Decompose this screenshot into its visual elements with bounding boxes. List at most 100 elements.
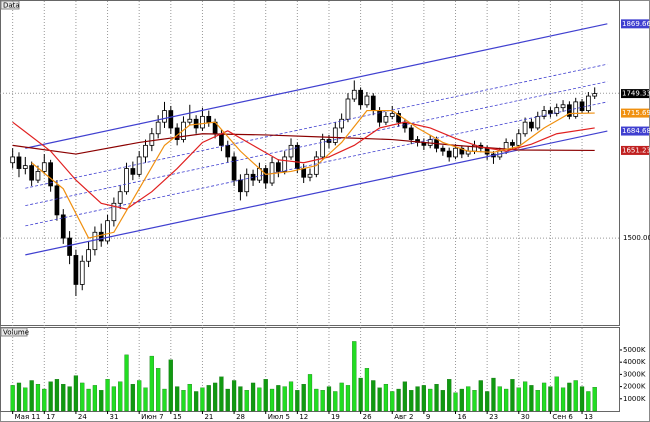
volume-bar (118, 381, 123, 412)
volume-bar (301, 383, 306, 412)
volume-bar (586, 391, 591, 412)
volume-bar (333, 391, 338, 412)
candle-body (10, 156, 16, 164)
y-tick-label: 1000K (623, 395, 646, 403)
volume-bar (573, 380, 578, 412)
volume-bar (504, 388, 509, 412)
volume-bar (560, 387, 566, 412)
x-tick-label: 31 (110, 413, 119, 421)
candle-body (358, 89, 363, 106)
candle-body (586, 95, 591, 111)
volume-bar (320, 390, 325, 412)
volume-bar (307, 374, 313, 412)
volume-bar (124, 354, 129, 412)
volume-bar (42, 388, 47, 412)
volume-bar (314, 388, 319, 412)
candle-body (187, 118, 193, 123)
volume-bar (225, 388, 230, 412)
x-tick-label: 23 (489, 413, 498, 421)
x-tick-label: Июн 7 (141, 413, 163, 421)
volume-bar (231, 380, 237, 412)
candle-body (263, 168, 269, 184)
candle-body (244, 173, 250, 193)
candle-body (459, 147, 465, 155)
price-label-box (621, 108, 649, 118)
candle-body (440, 147, 446, 152)
candle-body (117, 191, 123, 204)
price-label: 1651.23 (622, 146, 650, 154)
price-label-box (621, 126, 649, 136)
volume-bar (579, 386, 585, 412)
candle-body (54, 185, 60, 216)
candle-body (168, 110, 174, 129)
volume-bar (175, 386, 180, 412)
volume-bar (510, 379, 515, 412)
candle-body (288, 144, 294, 158)
volume-bar (288, 381, 294, 412)
volume-bar (48, 381, 53, 412)
candle-body (136, 156, 142, 175)
volume-bar (529, 385, 534, 412)
candle-body (162, 110, 167, 123)
volume-bar (86, 388, 91, 412)
volume-bar (156, 368, 161, 412)
candle-body (320, 139, 326, 158)
indicator-line (25, 81, 608, 207)
x-tick-label: 12 (299, 413, 308, 421)
candle-body (554, 107, 560, 114)
x-tick-label: 28 (236, 413, 245, 421)
volume-bar (276, 385, 281, 412)
volume-bar (92, 385, 98, 412)
price-label: 1684.68 (622, 127, 650, 135)
candle-body (535, 115, 541, 129)
volume-bar (485, 391, 490, 412)
volume-bar (250, 382, 256, 412)
volume-bar (73, 375, 79, 412)
volume-bar (459, 388, 464, 412)
candle-body (579, 101, 585, 111)
x-tick-label: 16 (458, 413, 467, 421)
candle-body (29, 165, 34, 181)
x-tick-label: 9 (426, 413, 430, 421)
candle-body (301, 168, 307, 178)
volume-bar (16, 382, 22, 412)
candle-body (282, 156, 288, 172)
y-tick-label: 3000K (623, 370, 646, 378)
volume-bar (402, 381, 408, 412)
x-tick-label: Сен 6 (552, 413, 573, 421)
volume-bar (567, 382, 572, 412)
volume-bar (181, 390, 186, 412)
indicator-line (25, 101, 608, 227)
candle-body (339, 118, 344, 129)
x-tick-label: 17 (46, 413, 55, 421)
volume-bar (263, 379, 268, 412)
volume-bar (143, 387, 148, 412)
candle-body (225, 144, 231, 158)
volume-bar (200, 387, 205, 412)
candle-body (41, 162, 47, 172)
indicator-line (31, 109, 595, 239)
candle-body (60, 214, 66, 239)
volume-bar (522, 381, 528, 412)
volume-bar (238, 386, 243, 412)
volume-bar (194, 391, 199, 412)
price-label-box (621, 89, 649, 99)
candle-body (206, 115, 212, 123)
candle-body (529, 121, 534, 129)
volume-bar (282, 386, 287, 412)
volume-bar (352, 341, 357, 412)
x-tick-label: 30 (521, 413, 530, 421)
volume-bar (541, 382, 547, 412)
price-label-box (621, 19, 649, 29)
candle-body (219, 133, 224, 146)
x-tick-label: 13 (584, 413, 593, 421)
candle-body (200, 115, 205, 129)
y-tick-label: 5000K (623, 346, 646, 354)
volume-pane-title: Volume (3, 329, 29, 337)
candle-body (332, 127, 338, 143)
candle-body (364, 95, 370, 106)
indicator-line (25, 130, 608, 256)
volume-bar (447, 379, 452, 412)
volume-bar (478, 380, 483, 412)
volume-bar (111, 386, 116, 412)
